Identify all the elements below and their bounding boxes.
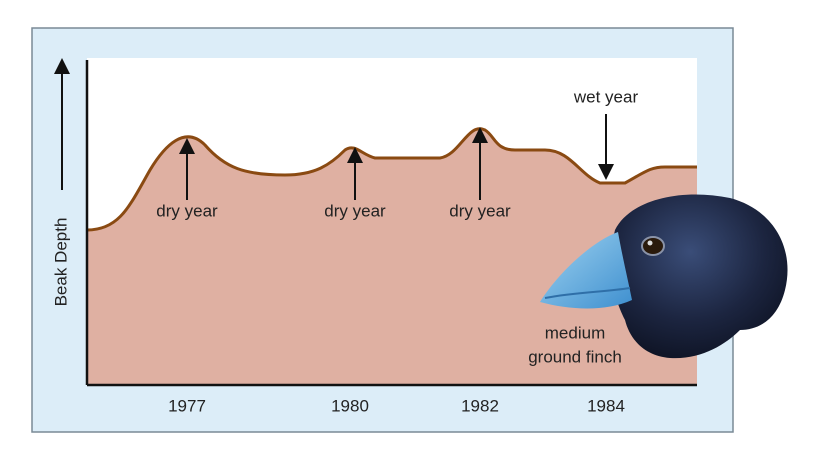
area: [87, 128, 697, 385]
annotation: wet year: [573, 87, 639, 106]
annotation: dry year: [156, 201, 218, 220]
finch-illustration: [540, 194, 788, 359]
caption: medium: [545, 323, 605, 342]
annotation: dry year: [449, 201, 511, 220]
x-label: 1977: [168, 396, 206, 415]
annotation: dry year: [324, 201, 386, 220]
y-label: Beak Depth: [51, 218, 70, 307]
caption: ground finch: [528, 347, 622, 366]
x-label: 1984: [587, 396, 625, 415]
x-label: 1980: [331, 396, 369, 415]
x-label: 1982: [461, 396, 499, 415]
